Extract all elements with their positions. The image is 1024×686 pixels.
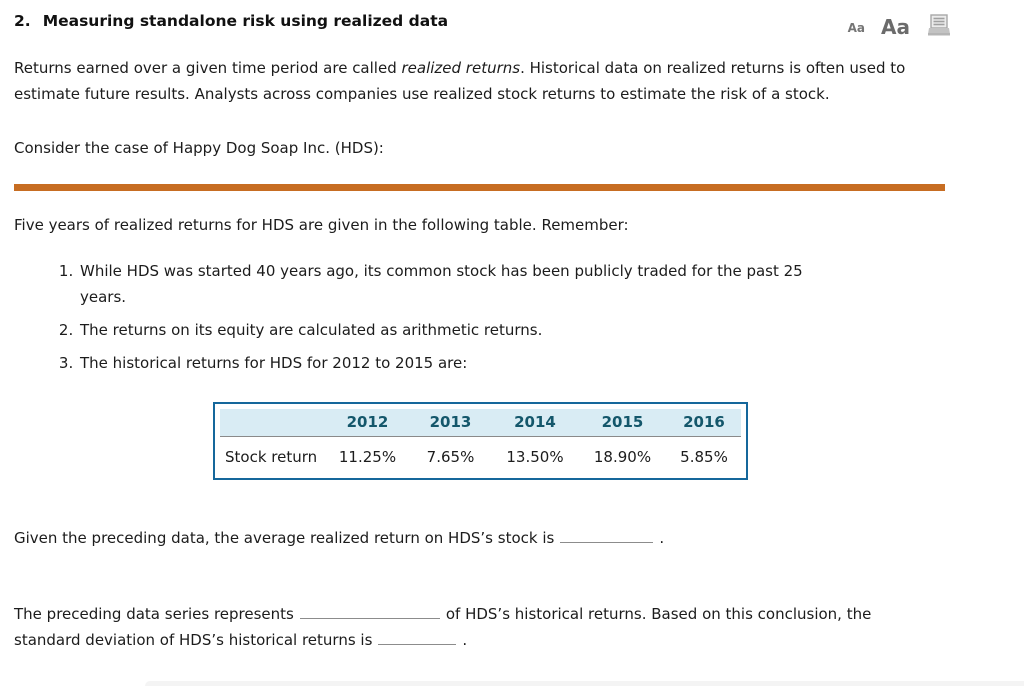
printer-icon (928, 14, 950, 36)
page-title: 2. Measuring standalone risk using reali… (14, 12, 448, 30)
list-item: The historical returns for HDS for 2012 … (78, 350, 842, 376)
answer-blank-series-type[interactable] (299, 603, 440, 619)
section-divider (14, 184, 945, 191)
return-value: 18.90% (593, 448, 652, 466)
returns-table-data-row: Stock return 11.25% 7.65% 13.50% 18.90% … (220, 437, 741, 472)
view-controls: Aa Aa (848, 14, 952, 37)
returns-table-header-row: 2012 2013 2014 2015 2016 (220, 409, 741, 436)
year-header: 2016 (683, 413, 725, 431)
year-header: 2012 (346, 413, 389, 431)
answer-blank-std-dev[interactable] (378, 629, 457, 645)
question-title-text: Measuring standalone risk using realized… (42, 12, 449, 30)
question-data-series: The preceding data series represents of H… (14, 601, 944, 653)
year-header: 2014 (514, 413, 556, 431)
increase-font-button[interactable]: Aa (881, 15, 910, 39)
q2-line2-text: standard deviation of HDS’s historical r… (14, 631, 373, 649)
list-item: The returns on its equity are calculated… (78, 317, 842, 343)
row-label: Stock return (225, 448, 318, 466)
returns-table: 2012 2013 2014 2015 2016 Stock return 11… (213, 402, 748, 480)
table-intro: Five years of realized returns for HDS a… (14, 216, 629, 234)
header-empty-cell (220, 409, 326, 436)
header: 2. Measuring standalone risk using reali… (0, 0, 1024, 37)
year-header: 2015 (601, 413, 644, 431)
decrease-font-button[interactable]: Aa (847, 21, 866, 35)
q2-line1-after: of HDS’s historical returns. Based on th… (445, 605, 872, 623)
year-header: 2013 (429, 413, 472, 431)
q2-line1-text: The preceding data series represents (14, 605, 294, 623)
question-number: 2. (14, 12, 31, 30)
print-button[interactable] (926, 14, 952, 37)
return-value: 11.25% (338, 448, 397, 466)
q1-period: . (659, 529, 665, 547)
intro-italic-term: realized returns (401, 59, 521, 77)
next-section-panel-edge (145, 681, 1024, 686)
return-value: 13.50% (506, 448, 564, 466)
q2-period: . (462, 631, 468, 649)
list-item: While HDS was started 40 years ago, its … (78, 258, 842, 310)
intro-text-2: . Historical data on realized returns is… (14, 59, 906, 103)
return-value: 7.65% (426, 448, 475, 466)
remember-list: While HDS was started 40 years ago, its … (52, 258, 842, 376)
return-value: 5.85% (680, 448, 728, 466)
q1-text: Given the preceding data, the average re… (14, 529, 555, 547)
table-header-separator (220, 436, 741, 437)
answer-blank-average-return[interactable] (560, 527, 654, 543)
question-average-return: Given the preceding data, the average re… (14, 525, 1024, 551)
case-line: Consider the case of Happy Dog Soap Inc.… (14, 139, 384, 157)
intro-text-1: Returns earned over a given time period … (14, 59, 402, 77)
intro-paragraph: Returns earned over a given time period … (14, 55, 939, 107)
